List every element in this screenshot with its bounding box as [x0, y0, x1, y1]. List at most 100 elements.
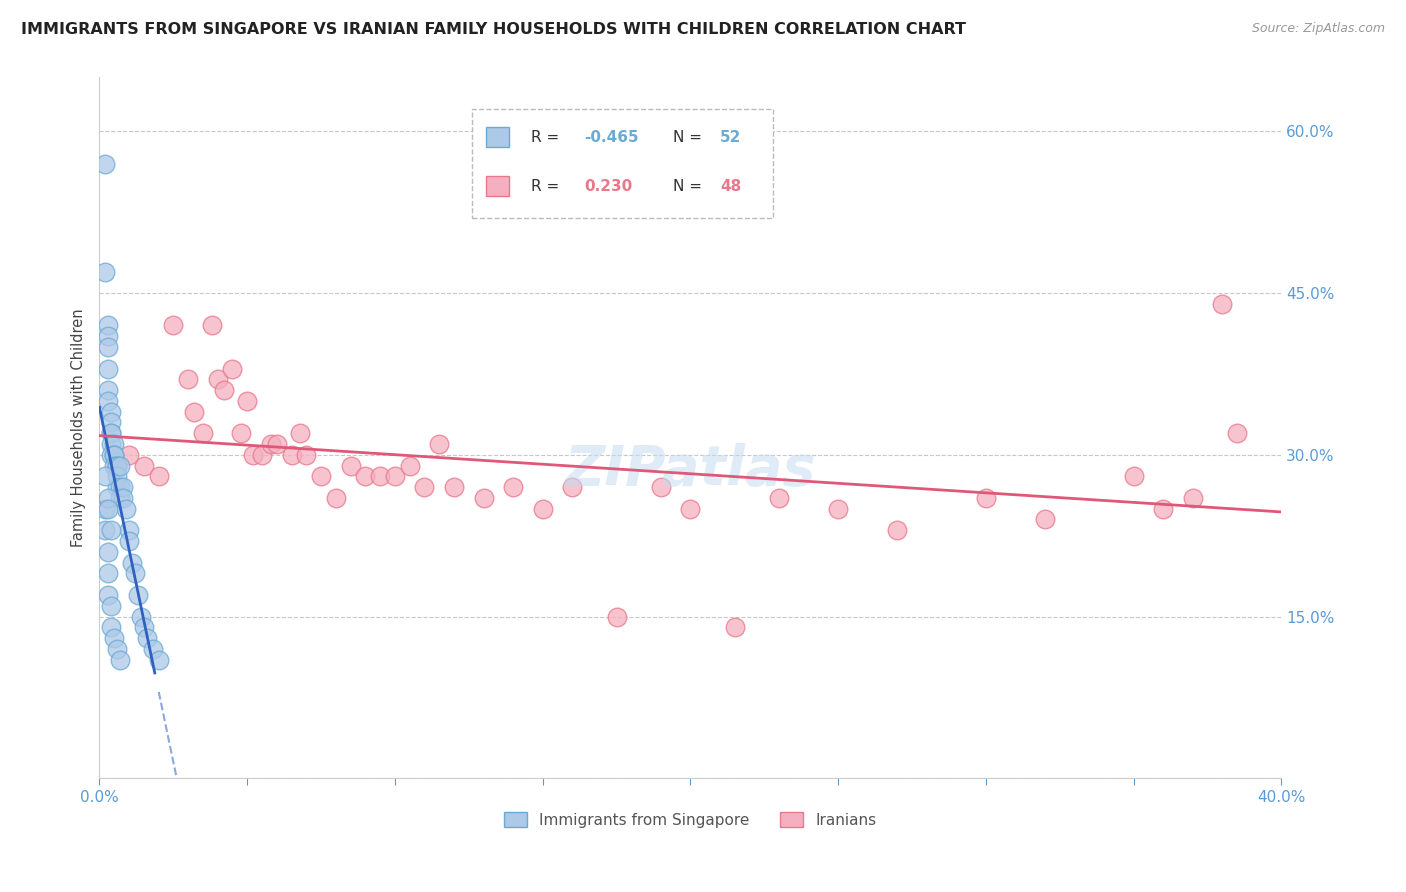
Point — [606, 609, 628, 624]
Point — [94, 523, 117, 537]
Point — [472, 491, 495, 505]
Point — [368, 469, 391, 483]
Point — [105, 480, 128, 494]
Point — [100, 448, 122, 462]
Point — [135, 631, 157, 645]
Point — [1033, 512, 1056, 526]
FancyBboxPatch shape — [486, 128, 509, 147]
Text: N =: N = — [672, 129, 707, 145]
Text: R =: R = — [531, 129, 564, 145]
Point — [97, 566, 120, 581]
Point — [132, 458, 155, 473]
Point — [132, 620, 155, 634]
Point — [115, 501, 138, 516]
Point — [105, 469, 128, 483]
Point — [1181, 491, 1204, 505]
Point — [266, 437, 288, 451]
Point — [108, 491, 131, 505]
Point — [827, 501, 849, 516]
Point — [108, 480, 131, 494]
Point — [148, 652, 170, 666]
Point — [295, 448, 318, 462]
Point — [105, 641, 128, 656]
Point — [177, 372, 200, 386]
Point — [100, 437, 122, 451]
Point — [100, 405, 122, 419]
Point — [561, 480, 583, 494]
Text: 0.230: 0.230 — [583, 178, 633, 194]
Point — [127, 588, 149, 602]
Point — [124, 566, 146, 581]
Y-axis label: Family Households with Children: Family Households with Children — [72, 309, 86, 547]
Point — [105, 458, 128, 473]
Point — [183, 405, 205, 419]
Point — [398, 458, 420, 473]
Point — [94, 157, 117, 171]
Point — [443, 480, 465, 494]
Point — [384, 469, 406, 483]
FancyBboxPatch shape — [486, 177, 509, 196]
Point — [97, 393, 120, 408]
Text: -0.465: -0.465 — [583, 129, 638, 145]
Point — [221, 361, 243, 376]
Point — [1211, 297, 1233, 311]
Text: R =: R = — [531, 178, 569, 194]
Point — [212, 383, 235, 397]
FancyBboxPatch shape — [472, 109, 773, 218]
Point — [100, 620, 122, 634]
Point — [1152, 501, 1174, 516]
Point — [112, 480, 135, 494]
Point — [103, 448, 125, 462]
Point — [1122, 469, 1144, 483]
Point — [309, 469, 332, 483]
Point — [97, 545, 120, 559]
Point — [325, 491, 347, 505]
Point — [108, 652, 131, 666]
Point — [427, 437, 450, 451]
Point — [112, 491, 135, 505]
Point — [103, 437, 125, 451]
Point — [121, 556, 143, 570]
Point — [94, 469, 117, 483]
Point — [280, 448, 302, 462]
Text: Source: ZipAtlas.com: Source: ZipAtlas.com — [1251, 22, 1385, 36]
Point — [103, 631, 125, 645]
Point — [118, 523, 141, 537]
Point — [118, 534, 141, 549]
Point — [97, 340, 120, 354]
Point — [100, 599, 122, 613]
Point — [100, 523, 122, 537]
Point — [201, 318, 224, 333]
Point — [650, 480, 672, 494]
Point — [100, 426, 122, 441]
Point — [679, 501, 702, 516]
Point — [339, 458, 361, 473]
Point — [108, 458, 131, 473]
Point — [148, 469, 170, 483]
Point — [502, 480, 524, 494]
Point — [103, 448, 125, 462]
Point — [97, 491, 120, 505]
Point — [242, 448, 264, 462]
Point — [97, 501, 120, 516]
Point — [97, 318, 120, 333]
Point — [413, 480, 436, 494]
Point — [142, 641, 165, 656]
Point — [354, 469, 377, 483]
Point — [103, 458, 125, 473]
Point — [260, 437, 283, 451]
Point — [724, 620, 747, 634]
Point — [97, 329, 120, 343]
Legend: Immigrants from Singapore, Iranians: Immigrants from Singapore, Iranians — [498, 805, 883, 834]
Point — [886, 523, 908, 537]
Point — [768, 491, 790, 505]
Point — [1226, 426, 1249, 441]
Text: N =: N = — [672, 178, 707, 194]
Point — [290, 426, 312, 441]
Text: IMMIGRANTS FROM SINGAPORE VS IRANIAN FAMILY HOUSEHOLDS WITH CHILDREN CORRELATION: IMMIGRANTS FROM SINGAPORE VS IRANIAN FAM… — [21, 22, 966, 37]
Point — [94, 264, 117, 278]
Point — [191, 426, 214, 441]
Point — [236, 393, 259, 408]
Point — [531, 501, 554, 516]
Point — [231, 426, 253, 441]
